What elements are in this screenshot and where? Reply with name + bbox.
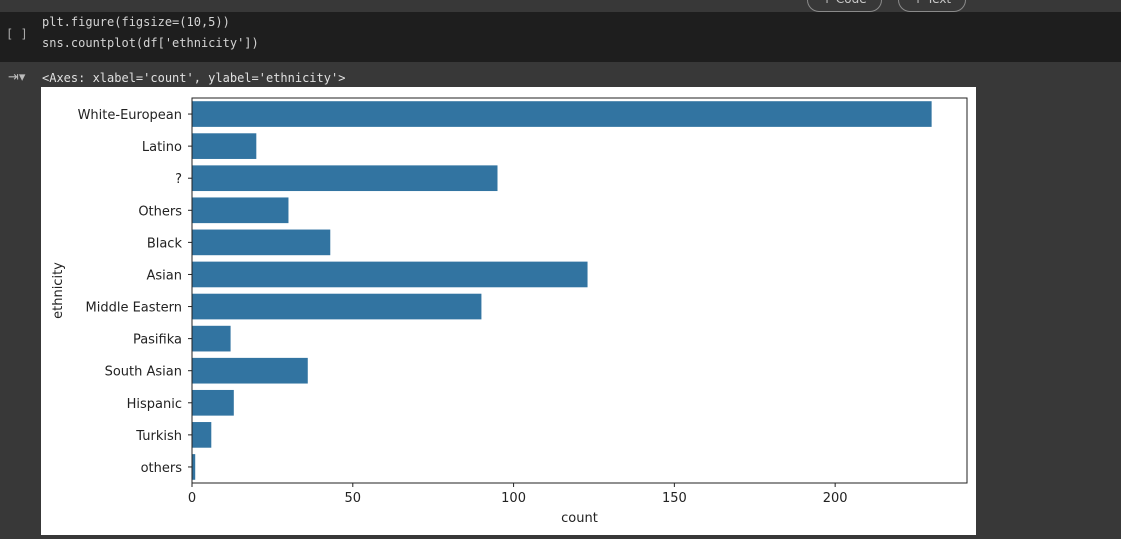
x-axis-label: count [561, 511, 598, 526]
y-tick-label: Hispanic [127, 397, 182, 412]
code-line: plt.figure(figsize=(10,5)) [42, 15, 230, 29]
x-tick-label: 200 [823, 491, 848, 506]
bar [192, 325, 231, 352]
y-tick-label: Middle Eastern [86, 301, 182, 316]
bar [192, 229, 331, 256]
code-line: sns.countplot(df['ethnicity']) [42, 36, 259, 50]
bar [192, 133, 257, 159]
bar [192, 357, 308, 384]
run-cell-button[interactable]: [ ] [6, 27, 28, 41]
add-code-button[interactable]: + Code [807, 0, 882, 12]
figure: count ethnicity White-European Latino? Oth… [41, 87, 976, 535]
y-tick-label: Asian [147, 268, 182, 283]
y-tick-label: others [141, 461, 183, 476]
x-tick-label: 150 [662, 491, 687, 506]
y-axis-label: ethnicity [51, 262, 66, 319]
code-cell[interactable]: [ ] plt.figure(figsize=(10,5)) sns.count… [0, 12, 1121, 62]
bar [192, 389, 234, 416]
bar [192, 261, 588, 288]
x-tick-label: 50 [345, 491, 362, 506]
output-text: <Axes: xlabel='count', ylabel='ethnicity… [42, 71, 346, 85]
y-tick-label: South Asian [105, 365, 182, 380]
axes-frame [191, 97, 968, 484]
y-tick-label: White-European [78, 108, 182, 123]
bar [192, 293, 482, 320]
y-tick-label: Pasifika [133, 333, 182, 348]
top-bar: + Code + Text [0, 0, 1121, 12]
add-text-button[interactable]: + Text [898, 0, 967, 12]
bar [192, 422, 212, 448]
y-tick-label: Turkish [135, 429, 182, 444]
y-tick-label: Latino [142, 140, 182, 155]
output-toggle-icon[interactable]: ⇥▾ [8, 70, 26, 85]
bar [192, 101, 932, 127]
countplot-chart: count ethnicity White-European Latino? Oth… [51, 97, 968, 526]
y-tick-label: Others [138, 204, 182, 219]
bar [192, 197, 289, 224]
x-tick-label: 0 [188, 491, 196, 506]
y-tick-label: Black [147, 236, 183, 251]
y-tick-label: ? [175, 172, 182, 187]
bar [192, 454, 196, 480]
bar [192, 165, 498, 192]
x-tick-label: 100 [501, 491, 526, 506]
